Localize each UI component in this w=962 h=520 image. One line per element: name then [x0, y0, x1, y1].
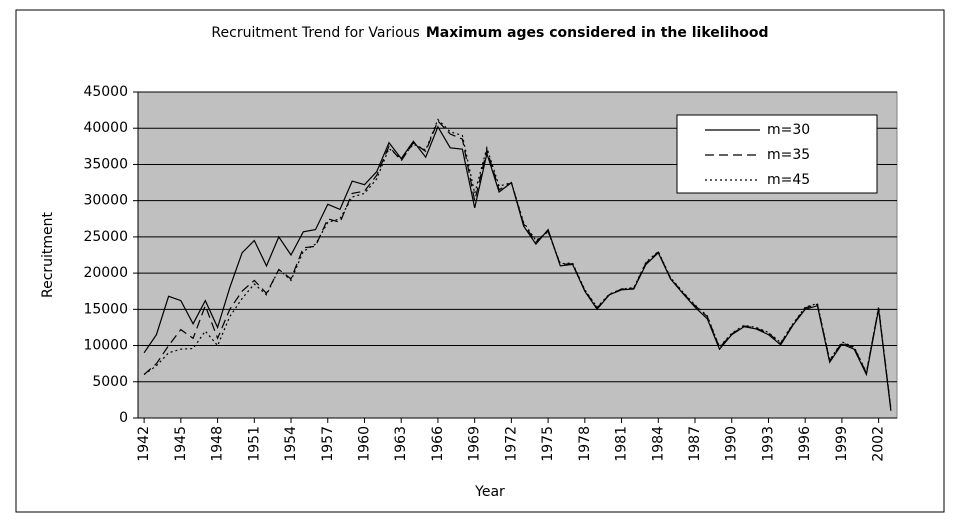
y-tick-label: 30000: [83, 193, 128, 209]
x-tick-label: 1993: [760, 426, 776, 462]
y-tick-label: 5000: [92, 374, 128, 390]
legend-label: m=35: [767, 147, 810, 163]
y-tick-label: 45000: [83, 84, 128, 100]
x-tick-label: 1969: [467, 426, 483, 462]
legend-label: m=45: [767, 172, 810, 188]
x-tick-label: 1963: [393, 426, 409, 462]
y-tick-label: 25000: [83, 229, 128, 245]
x-tick-label: 1987: [687, 426, 703, 462]
x-tick-label: 1948: [210, 426, 226, 462]
x-tick-label: 1972: [503, 426, 519, 462]
x-tick-label: 1990: [724, 426, 740, 462]
series-line: [143, 125, 892, 411]
y-tick-label: 20000: [83, 265, 128, 281]
x-tick-label: 1945: [173, 426, 189, 462]
x-tick-label: 1975: [540, 426, 556, 462]
title-part: Recruitment Trend for Various: [211, 25, 419, 41]
x-tick-label: 1996: [797, 426, 813, 462]
x-tick-label: 2002: [871, 426, 887, 462]
x-tick-label: 1960: [356, 426, 372, 462]
y-tick-label: 35000: [83, 156, 128, 172]
y-tick-label: 15000: [83, 301, 128, 317]
y-tick-label: 0: [119, 410, 128, 426]
x-tick-label: 1942: [136, 426, 152, 462]
y-axis-label: Recruitment: [40, 211, 56, 298]
x-tick-label: 1957: [320, 426, 336, 462]
x-tick-label: 1954: [283, 426, 299, 462]
x-axis-label: Year: [474, 484, 505, 500]
chart-title: Recruitment Trend for Various Maximum age…: [211, 25, 768, 41]
legend-label: m=30: [767, 122, 810, 138]
x-tick-label: 1984: [650, 426, 666, 462]
x-tick-label: 1951: [246, 426, 262, 462]
x-tick-label: 1978: [577, 426, 593, 462]
x-tick-label: 1981: [614, 426, 630, 462]
y-tick-label: 40000: [83, 120, 128, 136]
series-line: [143, 118, 892, 409]
y-tick-label: 10000: [83, 338, 128, 354]
x-tick-label: 1966: [430, 426, 446, 462]
title-part: Maximum ages considered in the likelihoo…: [426, 25, 769, 41]
legend: m=30 m=35 m=45: [676, 114, 878, 194]
x-tick-label: 1999: [834, 426, 850, 462]
